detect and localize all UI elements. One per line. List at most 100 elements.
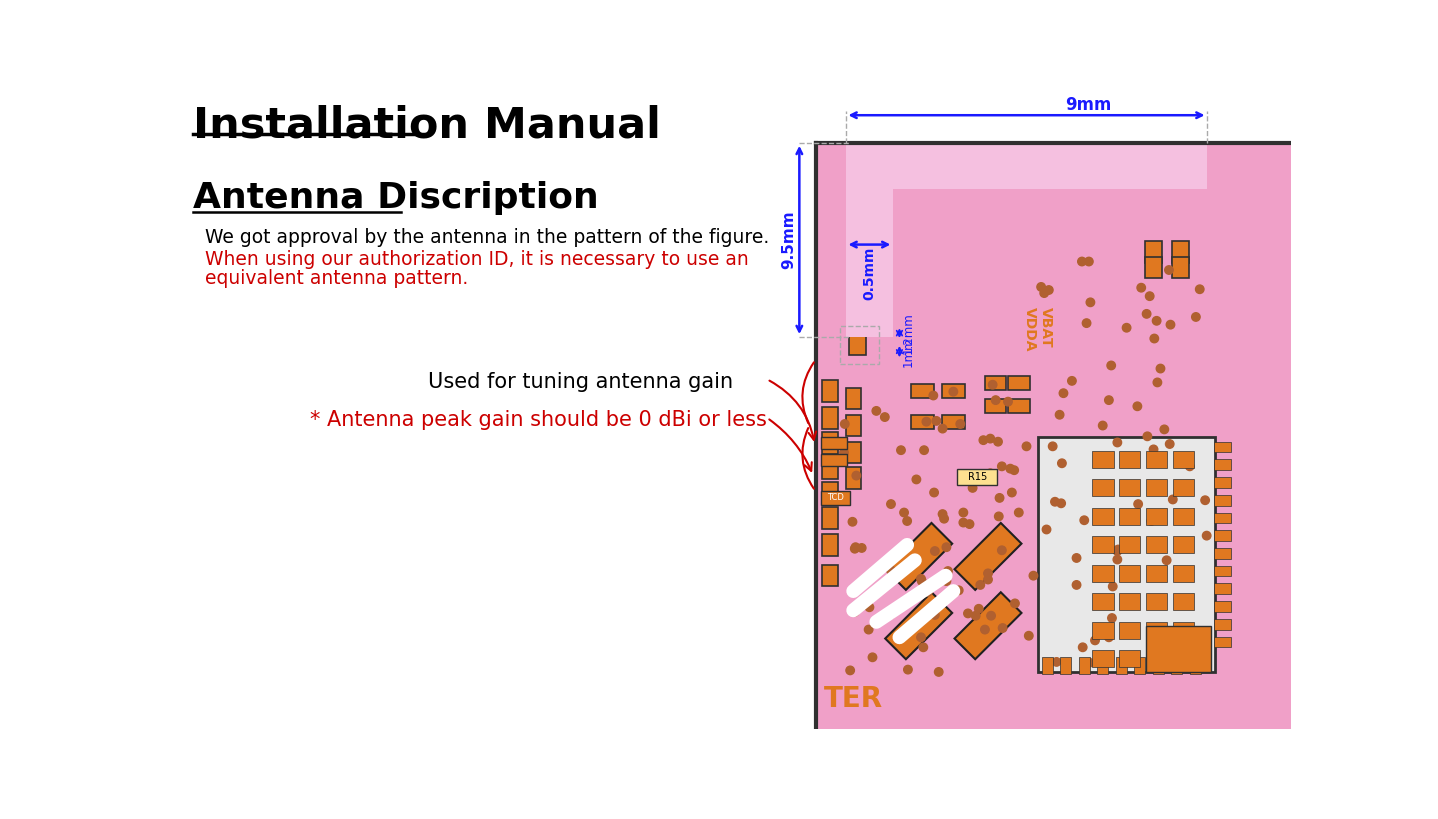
Circle shape bbox=[840, 448, 848, 457]
Circle shape bbox=[1202, 532, 1211, 540]
Circle shape bbox=[900, 509, 909, 517]
Circle shape bbox=[1156, 364, 1165, 373]
Circle shape bbox=[986, 469, 995, 477]
Circle shape bbox=[930, 547, 939, 555]
Circle shape bbox=[1123, 324, 1130, 332]
Circle shape bbox=[879, 581, 887, 589]
Circle shape bbox=[1165, 440, 1173, 448]
Circle shape bbox=[910, 622, 919, 631]
Bar bbox=[1119, 565, 1140, 581]
Circle shape bbox=[1011, 600, 1020, 608]
Bar bbox=[1091, 451, 1113, 468]
Text: 1mm: 1mm bbox=[902, 337, 915, 367]
Circle shape bbox=[866, 603, 874, 612]
Bar bbox=[848, 331, 866, 355]
Circle shape bbox=[979, 436, 988, 445]
Circle shape bbox=[1048, 442, 1057, 450]
Circle shape bbox=[857, 544, 866, 552]
Circle shape bbox=[920, 446, 929, 455]
Text: We got approval by the antenna in the pattern of the figure.: We got approval by the antenna in the pa… bbox=[204, 228, 769, 247]
Bar bbox=[1214, 477, 1231, 488]
Bar bbox=[1146, 479, 1168, 496]
Circle shape bbox=[1148, 517, 1156, 525]
Text: TCD: TCD bbox=[827, 493, 844, 502]
Bar bbox=[1119, 650, 1140, 667]
Bar bbox=[1091, 622, 1113, 639]
Bar bbox=[1172, 242, 1189, 263]
Bar bbox=[1145, 257, 1162, 278]
Bar bbox=[1146, 536, 1168, 554]
Circle shape bbox=[871, 407, 880, 415]
Circle shape bbox=[897, 446, 905, 455]
Circle shape bbox=[942, 543, 951, 551]
Bar bbox=[1172, 658, 1182, 674]
Circle shape bbox=[1004, 397, 1012, 406]
Circle shape bbox=[998, 624, 1007, 632]
Bar bbox=[1119, 451, 1140, 468]
Text: Installation Manual: Installation Manual bbox=[193, 105, 660, 147]
Circle shape bbox=[1113, 438, 1122, 446]
Circle shape bbox=[880, 413, 889, 421]
Bar bbox=[1173, 451, 1195, 468]
Bar bbox=[1116, 658, 1126, 674]
Bar bbox=[1214, 513, 1231, 523]
Bar bbox=[1119, 479, 1140, 496]
Bar bbox=[912, 384, 935, 398]
Bar bbox=[985, 376, 1007, 390]
Circle shape bbox=[995, 494, 1004, 502]
Bar bbox=[1146, 622, 1168, 639]
Circle shape bbox=[1024, 631, 1032, 640]
Circle shape bbox=[1073, 581, 1081, 589]
Bar bbox=[823, 432, 838, 454]
Circle shape bbox=[1083, 319, 1091, 328]
Circle shape bbox=[1109, 582, 1117, 590]
Bar bbox=[1091, 594, 1113, 610]
Circle shape bbox=[848, 605, 857, 613]
FancyArrowPatch shape bbox=[802, 362, 814, 423]
Circle shape bbox=[917, 617, 925, 626]
Bar bbox=[821, 454, 847, 466]
Circle shape bbox=[975, 604, 984, 613]
Bar bbox=[1153, 658, 1163, 674]
Bar bbox=[1146, 451, 1168, 468]
Text: VBAT
VDDA: VBAT VDDA bbox=[1022, 307, 1053, 351]
Circle shape bbox=[1053, 658, 1061, 666]
Bar bbox=[1173, 565, 1195, 581]
Circle shape bbox=[1099, 421, 1107, 430]
Bar bbox=[1043, 658, 1053, 674]
Bar bbox=[1091, 479, 1113, 496]
Circle shape bbox=[1044, 286, 1053, 294]
Circle shape bbox=[1007, 464, 1015, 473]
Circle shape bbox=[984, 569, 992, 577]
Circle shape bbox=[1133, 402, 1142, 410]
Bar bbox=[1214, 601, 1231, 612]
Circle shape bbox=[942, 577, 951, 586]
Circle shape bbox=[956, 420, 965, 428]
Circle shape bbox=[841, 420, 848, 428]
Circle shape bbox=[1037, 283, 1045, 292]
Bar bbox=[1091, 508, 1113, 525]
FancyArrowPatch shape bbox=[769, 419, 812, 471]
Circle shape bbox=[1055, 410, 1064, 419]
Circle shape bbox=[939, 424, 946, 433]
Text: 9.5mm: 9.5mm bbox=[781, 210, 797, 269]
Circle shape bbox=[850, 586, 858, 594]
Bar bbox=[958, 469, 997, 485]
Circle shape bbox=[988, 381, 997, 389]
Text: Antenna Discription: Antenna Discription bbox=[193, 182, 598, 215]
Circle shape bbox=[1114, 545, 1123, 554]
Circle shape bbox=[949, 387, 958, 396]
Circle shape bbox=[1160, 425, 1169, 433]
Circle shape bbox=[887, 500, 896, 509]
Text: 1.2mm: 1.2mm bbox=[902, 312, 915, 354]
Circle shape bbox=[1080, 516, 1089, 524]
Bar bbox=[846, 441, 861, 464]
Circle shape bbox=[1086, 658, 1094, 667]
Bar bbox=[1091, 650, 1113, 667]
Bar bbox=[823, 534, 838, 555]
Circle shape bbox=[1146, 292, 1153, 301]
Circle shape bbox=[846, 666, 854, 675]
Circle shape bbox=[959, 509, 968, 517]
Bar bbox=[1145, 242, 1162, 263]
Bar bbox=[1214, 566, 1231, 577]
